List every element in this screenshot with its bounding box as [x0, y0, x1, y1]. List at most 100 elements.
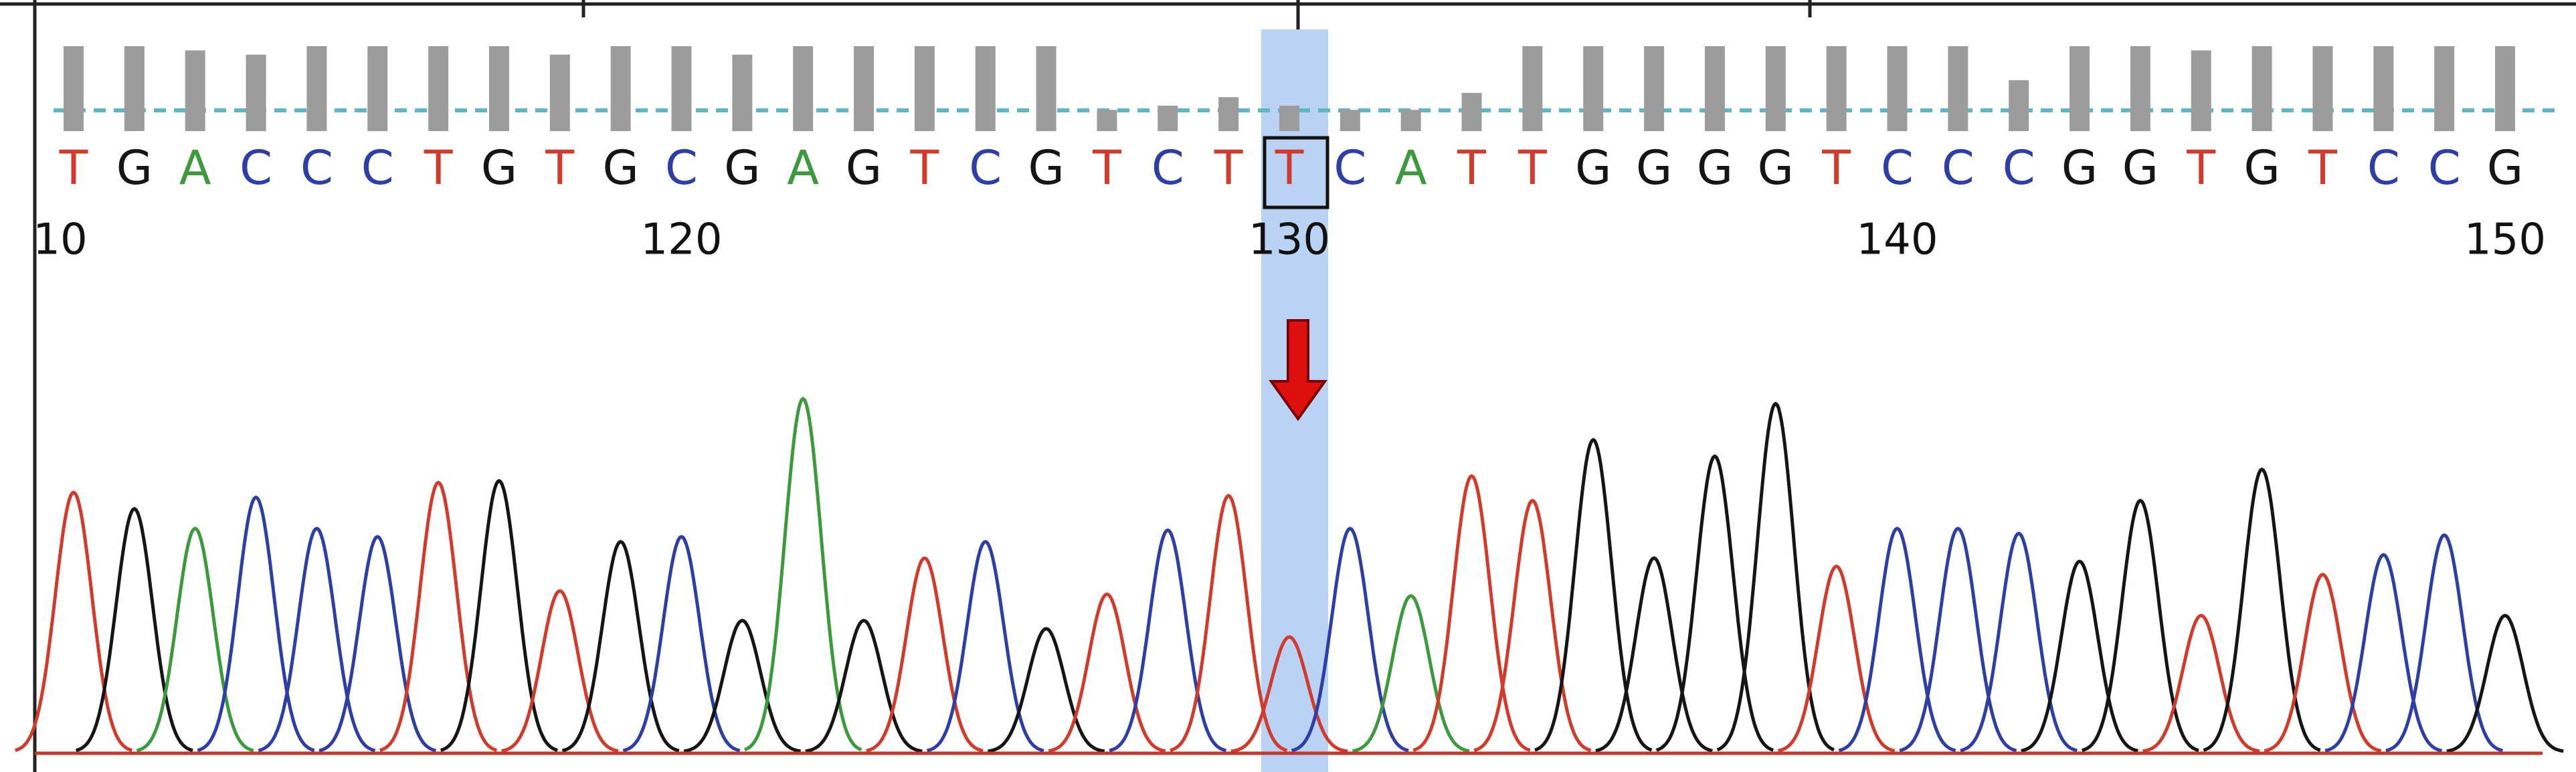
- quality-bar: [2069, 46, 2090, 131]
- quality-bar: [1097, 110, 1117, 131]
- base-letter: T: [910, 140, 939, 195]
- trace-peak: [379, 480, 498, 752]
- quality-bar: [1158, 105, 1178, 131]
- trace-peak: [197, 495, 315, 753]
- quality-bar: [428, 46, 449, 131]
- quality-bar: [64, 46, 84, 131]
- quality-bar: [1522, 46, 1543, 131]
- base-letter: T: [1092, 140, 1121, 195]
- marker-arrow: [1269, 319, 1327, 421]
- trace-peak: [866, 556, 984, 753]
- trace-peak: [1960, 531, 2078, 753]
- trace-peak: [1899, 526, 2017, 753]
- trace-peak: [2203, 467, 2321, 752]
- trace-peak: [318, 535, 437, 753]
- base-letter: A: [1395, 140, 1427, 195]
- trace-peak: [1170, 493, 1288, 753]
- position-label: 150: [2464, 215, 2546, 265]
- base-letter: G: [603, 140, 639, 195]
- quality-bar: [1765, 46, 1786, 131]
- quality-bar: [1218, 97, 1239, 131]
- base-letter: C: [300, 140, 333, 195]
- base-letter: C: [240, 140, 272, 195]
- quality-bar: [914, 46, 935, 131]
- trace-peak: [1655, 454, 1774, 752]
- base-letter: T: [1457, 140, 1486, 195]
- base-letter: G: [1028, 140, 1064, 195]
- trace-peak: [683, 619, 801, 753]
- quality-bar: [306, 46, 327, 131]
- base-letter: T: [2186, 140, 2215, 195]
- base-letter: G: [2487, 140, 2523, 195]
- trace-peak: [2142, 613, 2260, 753]
- base-letter: G: [2122, 140, 2158, 195]
- quality-bar: [793, 46, 814, 131]
- quality-bar: [1461, 92, 1482, 131]
- quality-bar: [1340, 110, 1360, 131]
- base-letter: C: [2367, 140, 2400, 195]
- position-label: 140: [1856, 215, 1938, 265]
- position-label: 120: [640, 215, 722, 265]
- base-letter: T: [1517, 140, 1547, 195]
- quality-bar: [1400, 110, 1421, 131]
- trace-peak: [2081, 498, 2199, 753]
- base-letter: T: [59, 140, 88, 195]
- trace-peak: [15, 490, 132, 753]
- trace-peak: [1048, 592, 1166, 753]
- quality-bar: [549, 54, 570, 131]
- position-label: 130: [1249, 215, 1330, 265]
- quality-bar: [2312, 46, 2333, 131]
- base-letter: T: [424, 140, 453, 195]
- quality-bar: [1887, 46, 1908, 131]
- base-letter: C: [1881, 140, 1914, 195]
- quality-bar: [2434, 46, 2455, 131]
- trace-peak: [744, 397, 862, 752]
- quality-bar: [1704, 46, 1725, 131]
- trace-peak: [1534, 438, 1653, 752]
- quality-bar: [185, 50, 205, 131]
- trace-peak: [561, 539, 680, 753]
- base-letter: G: [116, 140, 153, 195]
- traces: [15, 397, 2564, 753]
- trace-peak: [2021, 559, 2138, 753]
- trace-peak: [1109, 528, 1227, 753]
- trace-peak: [136, 526, 254, 753]
- trace-peak: [1595, 556, 1713, 753]
- quality-bar: [124, 46, 145, 131]
- trace-peak: [988, 627, 1105, 753]
- trace-peak: [1716, 401, 1835, 752]
- quality-bar: [2130, 46, 2150, 131]
- base-letter: C: [2428, 140, 2461, 195]
- quality-bar: [2373, 46, 2394, 131]
- quality-bar: [1948, 46, 1968, 131]
- trace-peak: [1777, 564, 1896, 753]
- trace-peak: [2264, 573, 2382, 753]
- base-letter: G: [1575, 140, 1611, 195]
- base-letter: C: [969, 140, 1002, 195]
- base-letter: T: [2308, 140, 2337, 195]
- quality-bar: [1036, 46, 1056, 131]
- trace-peak: [501, 589, 619, 753]
- quality-bar: [2251, 46, 2272, 131]
- quality-bar: [2495, 46, 2515, 131]
- base-letter: G: [724, 140, 760, 195]
- base-letter: A: [787, 140, 819, 195]
- trace-peak: [805, 619, 923, 753]
- quality-bar: [854, 46, 875, 131]
- position-label: 10: [33, 215, 87, 265]
- quality-bar: [367, 46, 388, 131]
- quality-bar: [246, 54, 266, 131]
- base-letter: C: [1333, 140, 1366, 195]
- quality-bar: [488, 46, 509, 131]
- trace-peak: [440, 478, 558, 752]
- trace-peak: [1352, 594, 1470, 753]
- base-letter: C: [2003, 140, 2035, 195]
- quality-bar: [975, 46, 996, 131]
- base-letter: T: [1214, 140, 1243, 195]
- trace-peak: [1473, 498, 1592, 753]
- trace-peak: [1412, 474, 1531, 752]
